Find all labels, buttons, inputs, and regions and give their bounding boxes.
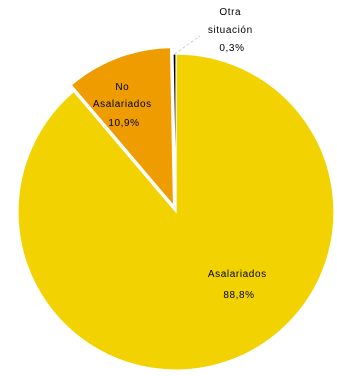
slice-label-otra-situacion: Otra situación 0,3% bbox=[208, 7, 256, 54]
otra-situacion-leader-line bbox=[174, 35, 201, 55]
pie-slices bbox=[17, 46, 335, 371]
pie-slice-no-asalariados bbox=[70, 46, 175, 208]
slice-label-no-asalariados: No Asalariados 10,9% bbox=[93, 82, 155, 129]
slice-label-asalariados: Asalariados 88,8% bbox=[208, 269, 270, 301]
